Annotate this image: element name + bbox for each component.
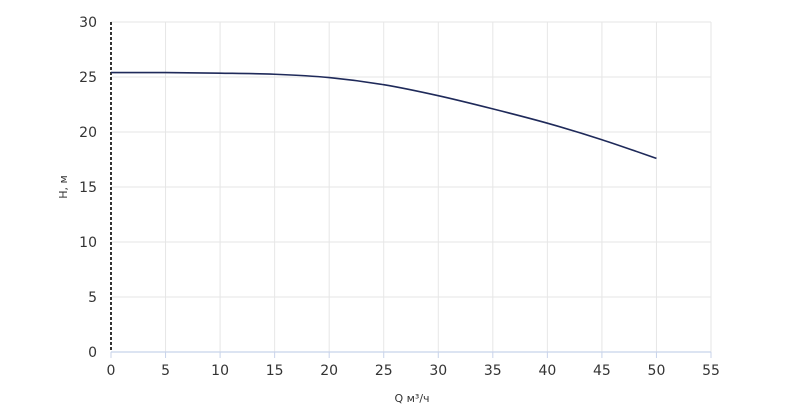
- y-tick-label: 20: [79, 125, 97, 141]
- axes: [110, 22, 712, 358]
- x-tick-label: 25: [375, 363, 393, 379]
- grid: [111, 21, 712, 352]
- y-tick-label: 15: [79, 180, 97, 196]
- y-tick-label: 0: [88, 345, 97, 361]
- y-axis-label: H, м: [57, 175, 70, 199]
- y-tick-label: 10: [79, 235, 97, 251]
- x-tick-label: 20: [320, 363, 338, 379]
- x-tick-label: 55: [702, 363, 720, 379]
- x-tick-label: 50: [648, 363, 666, 379]
- x-tick-label: 30: [429, 363, 447, 379]
- x-axis-label: Q м³/ч: [394, 392, 429, 405]
- y-tick-label: 5: [88, 290, 97, 306]
- x-tick-label: 0: [107, 363, 116, 379]
- x-tick-label: 35: [484, 363, 502, 379]
- tick-labels: 0 5 10 15 20 25 30 35 40 45 50 55 0 5 10 15 20 25 30: [79, 15, 720, 379]
- x-tick-label: 5: [161, 363, 170, 379]
- x-tick-label: 45: [593, 363, 611, 379]
- series-line: [110, 71, 657, 160]
- y-tick-label: 25: [79, 70, 97, 86]
- x-tick-label: 40: [538, 363, 556, 379]
- x-tick-label: 15: [266, 363, 284, 379]
- x-tick-label: 10: [211, 363, 229, 379]
- y-tick-label: 30: [79, 15, 97, 31]
- series-group: [110, 71, 657, 160]
